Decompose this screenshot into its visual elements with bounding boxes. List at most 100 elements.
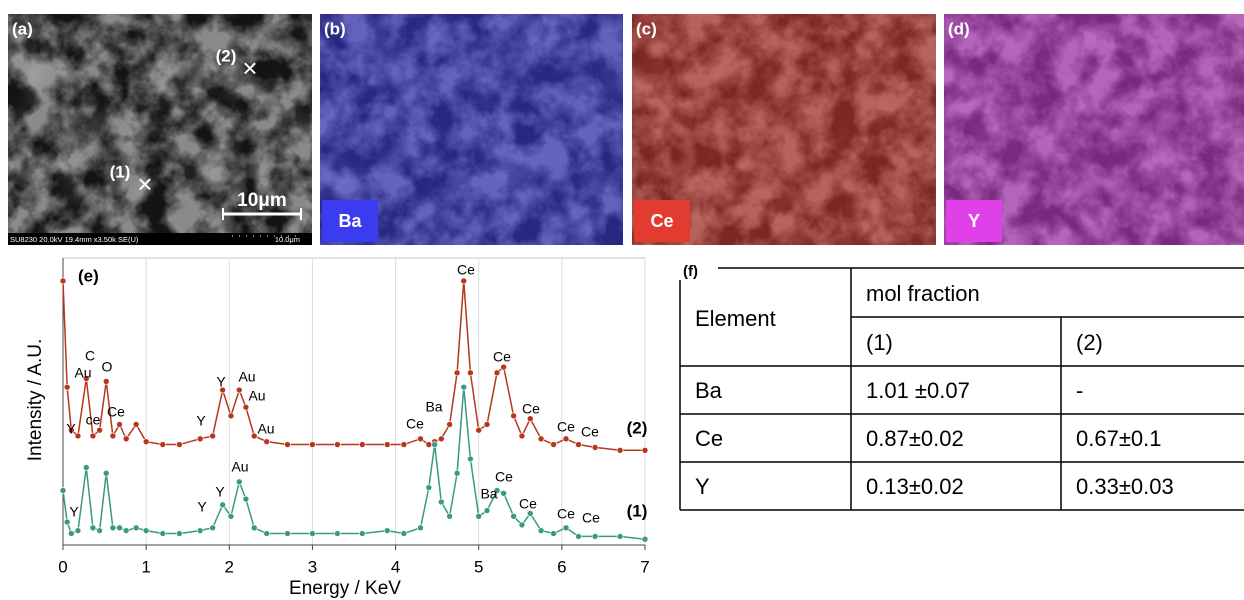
spectrum-point — [418, 525, 424, 531]
peak-annotation: O — [102, 359, 113, 375]
spectrum-point — [467, 456, 473, 462]
peak-annotation: Au — [238, 369, 255, 385]
spectrum-point — [160, 531, 166, 537]
spectrum-point — [359, 442, 365, 448]
spectrum-point — [75, 433, 81, 439]
spectrum-point — [592, 533, 598, 539]
table-header: Element — [695, 306, 776, 331]
spectrum-point — [447, 421, 453, 427]
spectrum-point — [454, 370, 460, 376]
peak-annotation: Ce — [522, 401, 540, 417]
panel-label: (c) — [636, 19, 657, 38]
spectrum-point — [401, 442, 407, 448]
spectrum-point — [461, 278, 467, 284]
spectrum-point — [110, 433, 116, 439]
spectrum-point — [551, 531, 557, 537]
spectrum-point — [426, 485, 432, 491]
table-cell: 0.87±0.02 — [866, 426, 964, 451]
table-subheader: (1) — [866, 330, 893, 355]
table-subheader: (2) — [1076, 330, 1103, 355]
composition-table: (f)Elementmol fraction(1)(2)Ba1.01 ±0.07… — [680, 263, 1244, 510]
spectrum-point — [359, 531, 365, 537]
table-cell: 0.33±0.03 — [1076, 474, 1174, 499]
image-panel: (c) Ce — [632, 14, 936, 245]
spectrum-point — [432, 442, 438, 448]
peak-annotation: Ce — [493, 349, 511, 365]
table-label: (f) — [683, 263, 698, 280]
spectrum-point — [563, 525, 569, 531]
spectrum-point — [210, 525, 216, 531]
x-tick-label: 5 — [474, 557, 483, 576]
figure: (a)(1)×(2)×10μmSU8230 20.0kV 19.4mm x3.5… — [0, 0, 1244, 600]
spectrum-point — [228, 513, 234, 519]
spectrum-point — [64, 519, 70, 525]
spectrum-point — [68, 531, 74, 537]
spectrum-point — [90, 525, 96, 531]
peak-annotation: Ce — [519, 496, 537, 512]
peak-annotation: Ce — [557, 419, 575, 435]
spectrum-point — [575, 533, 581, 539]
spectrum-point — [123, 528, 129, 534]
peak-annotation: ce — [86, 412, 101, 428]
peak-annotation: Ba — [425, 399, 442, 415]
chart-panel-label: (e) — [78, 266, 99, 285]
spectrum-point — [83, 465, 89, 471]
spectrum-point — [501, 364, 507, 370]
spectrum-point — [264, 439, 270, 445]
spectrum-point — [447, 513, 453, 519]
plot-area — [63, 258, 645, 545]
spectrum-point — [243, 404, 249, 410]
y-axis-label: Intensity / A.U. — [25, 339, 46, 462]
spectrum-point — [467, 370, 473, 376]
peak-annotation: Au — [257, 421, 274, 437]
x-tick-label: 0 — [58, 557, 67, 576]
spectrum-point — [197, 436, 203, 442]
marker-label: (1) — [110, 162, 131, 181]
table-cell: Ce — [695, 426, 723, 451]
spectrum-point — [64, 384, 70, 390]
spectrum-point — [519, 433, 525, 439]
spectrum-point — [210, 433, 216, 439]
panel-label: (b) — [324, 19, 346, 38]
marker-label: (2) — [216, 46, 237, 65]
spectrum-point — [176, 442, 182, 448]
spectrum-point — [143, 439, 149, 445]
x-tick-label: 2 — [225, 557, 234, 576]
spectrum-point — [110, 525, 116, 531]
spectrum-point — [60, 278, 66, 284]
spectrum-point — [284, 442, 290, 448]
spectrum-point — [384, 528, 390, 534]
spectrum-point — [426, 442, 432, 448]
x-tick-label: 3 — [308, 557, 317, 576]
peak-annotation: Ce — [107, 404, 125, 420]
table-cell: 0.13±0.02 — [866, 474, 964, 499]
table-header: mol fraction — [866, 281, 980, 306]
spectrum-point — [236, 387, 242, 393]
series-label: (2) — [627, 418, 648, 437]
spectrum-point — [251, 433, 257, 439]
peak-annotation: Au — [248, 388, 265, 404]
spectrum-point — [334, 442, 340, 448]
spectrum-point — [228, 413, 234, 419]
peak-annotation: Ba — [480, 486, 497, 502]
peak-annotation: Ce — [557, 506, 575, 522]
x-tick-label: 4 — [391, 557, 400, 576]
spectrum-point — [461, 384, 467, 390]
spectrum-point — [401, 531, 407, 537]
panel-label: (d) — [948, 19, 970, 38]
series-label: (1) — [627, 501, 648, 520]
spectrum-point — [592, 444, 598, 450]
element-tag-label: Ce — [650, 211, 673, 231]
spectrum-point — [197, 528, 203, 534]
spectrum-point — [160, 442, 166, 448]
spectrum-point — [501, 490, 507, 496]
image-panel: (b)Ba — [320, 14, 623, 245]
peak-annotation: Ce — [457, 262, 475, 278]
spectrum-point — [97, 427, 103, 433]
spectrum-point — [538, 436, 544, 442]
spectrum-point — [60, 487, 66, 493]
x-tick-label: 7 — [640, 557, 649, 576]
peak-annotation: C — [85, 348, 95, 364]
spectrum-point — [103, 470, 109, 476]
